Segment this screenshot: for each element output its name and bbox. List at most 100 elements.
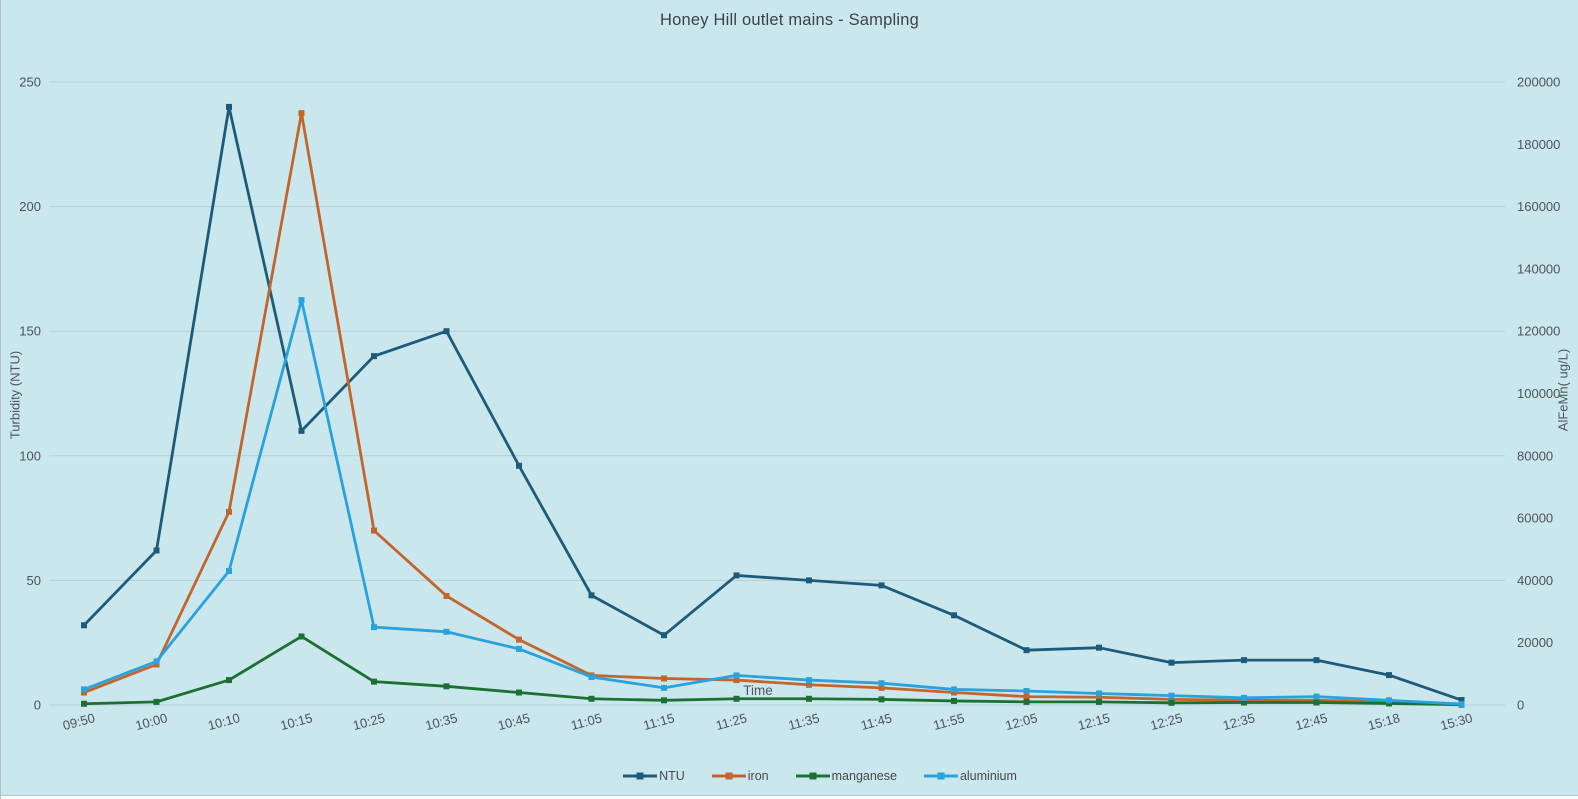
left-axis-tick-label: 100 bbox=[19, 448, 41, 463]
series-marker-aluminium[interactable] bbox=[443, 628, 450, 635]
series-marker-aluminium[interactable] bbox=[153, 658, 160, 665]
series-marker-manganese[interactable] bbox=[81, 700, 87, 707]
series-marker-manganese[interactable] bbox=[1241, 699, 1247, 706]
series-marker-aluminium[interactable] bbox=[226, 568, 232, 575]
x-axis-tick-label: 11:05 bbox=[569, 710, 603, 733]
series-marker-manganese[interactable] bbox=[226, 677, 232, 684]
series-marker-NTU[interactable] bbox=[226, 103, 232, 110]
series-line-iron[interactable] bbox=[82, 111, 1463, 706]
x-axis-tick-label: 11:15 bbox=[642, 710, 676, 733]
series-marker-iron[interactable] bbox=[1023, 693, 1030, 700]
x-axis-tick-label: 12:15 bbox=[1076, 710, 1111, 733]
series-marker-NTU[interactable] bbox=[1168, 659, 1175, 666]
series-line-aluminium[interactable] bbox=[82, 298, 1463, 706]
series-marker-aluminium[interactable] bbox=[661, 684, 667, 691]
series-marker-NTU[interactable] bbox=[1096, 644, 1102, 651]
series-marker-manganese[interactable] bbox=[1096, 698, 1102, 705]
series-marker-NTU[interactable] bbox=[806, 577, 812, 584]
series-marker-manganese[interactable] bbox=[588, 695, 595, 702]
series-marker-aluminium[interactable] bbox=[298, 297, 305, 304]
legend-item-manganese[interactable]: manganese bbox=[795, 769, 897, 783]
series-marker-NTU[interactable] bbox=[81, 622, 87, 629]
left-axis-tick-label: 250 bbox=[19, 75, 41, 90]
right-axis-tick-label: 180000 bbox=[1517, 137, 1560, 152]
series-marker-NTU[interactable] bbox=[1023, 647, 1030, 654]
series-marker-iron[interactable] bbox=[806, 681, 812, 688]
series-marker-manganese[interactable] bbox=[516, 689, 522, 696]
series-marker-NTU[interactable] bbox=[951, 612, 957, 619]
series-marker-NTU[interactable] bbox=[371, 353, 377, 360]
series-marker-aluminium[interactable] bbox=[516, 645, 522, 652]
legend-item-aluminium[interactable]: aluminium bbox=[923, 769, 1017, 783]
x-axis-tick-label: 11:55 bbox=[932, 710, 966, 733]
series-marker-manganese[interactable] bbox=[1168, 699, 1175, 706]
series-marker-aluminium[interactable] bbox=[1168, 692, 1175, 699]
series-marker-iron[interactable] bbox=[153, 661, 160, 668]
right-axis-tick-label: 140000 bbox=[1517, 261, 1560, 276]
series-marker-aluminium[interactable] bbox=[81, 686, 87, 693]
series-marker-manganese[interactable] bbox=[1023, 698, 1030, 705]
series-marker-manganese[interactable] bbox=[298, 633, 305, 640]
series-line-manganese[interactable] bbox=[82, 635, 1463, 707]
series-line-NTU[interactable] bbox=[82, 105, 1463, 702]
series-marker-manganese[interactable] bbox=[661, 697, 667, 704]
series-marker-NTU[interactable] bbox=[516, 462, 522, 469]
series-marker-NTU[interactable] bbox=[1313, 657, 1320, 664]
series-marker-NTU[interactable] bbox=[588, 592, 595, 599]
series-marker-NTU[interactable] bbox=[661, 632, 667, 639]
series-marker-NTU[interactable] bbox=[153, 547, 160, 554]
series-marker-aluminium[interactable] bbox=[733, 672, 740, 679]
x-axis-tick-label: 11:35 bbox=[787, 710, 821, 733]
series-marker-NTU[interactable] bbox=[298, 427, 305, 434]
series-marker-iron[interactable] bbox=[371, 527, 377, 534]
x-axis-tick-label: 10:00 bbox=[134, 710, 169, 733]
left-axis-tick-label: 200 bbox=[19, 199, 41, 214]
series-marker-manganese[interactable] bbox=[806, 695, 812, 702]
series-marker-aluminium[interactable] bbox=[1241, 694, 1247, 701]
series-marker-NTU[interactable] bbox=[1458, 697, 1465, 704]
series-marker-NTU[interactable] bbox=[878, 582, 885, 589]
series-marker-iron[interactable] bbox=[298, 110, 305, 117]
series-marker-aluminium[interactable] bbox=[1313, 693, 1320, 700]
series-marker-manganese[interactable] bbox=[878, 696, 885, 703]
series-marker-NTU[interactable] bbox=[1386, 672, 1392, 679]
series-marker-manganese[interactable] bbox=[1313, 699, 1320, 706]
series-marker-aluminium[interactable] bbox=[588, 673, 595, 680]
series-marker-aluminium[interactable] bbox=[1386, 697, 1392, 704]
series-marker-aluminium[interactable] bbox=[1023, 687, 1030, 694]
chart-title: Honey Hill outlet mains - Sampling bbox=[660, 11, 919, 29]
series-marker-manganese[interactable] bbox=[153, 698, 160, 705]
series-marker-NTU[interactable] bbox=[1241, 657, 1247, 664]
series-marker-aluminium[interactable] bbox=[878, 680, 885, 687]
series-marker-iron[interactable] bbox=[443, 592, 450, 599]
legend-item-iron[interactable]: iron bbox=[711, 769, 769, 783]
series-marker-iron[interactable] bbox=[516, 636, 522, 643]
series-marker-manganese[interactable] bbox=[1386, 700, 1392, 707]
series-marker-aluminium[interactable] bbox=[1458, 701, 1465, 708]
series-marker-iron[interactable] bbox=[661, 675, 667, 682]
x-axis-tick-label: 11:25 bbox=[714, 710, 748, 733]
series-marker-manganese[interactable] bbox=[733, 695, 740, 702]
series-marker-aluminium[interactable] bbox=[1096, 690, 1102, 697]
series-marker-iron[interactable] bbox=[81, 689, 87, 696]
series-marker-aluminium[interactable] bbox=[951, 686, 957, 693]
series-marker-manganese[interactable] bbox=[951, 697, 957, 704]
series-marker-NTU[interactable] bbox=[443, 328, 450, 335]
series-marker-iron[interactable] bbox=[951, 689, 957, 696]
series-marker-manganese[interactable] bbox=[443, 683, 450, 690]
series-marker-iron[interactable] bbox=[1096, 694, 1102, 701]
series-marker-iron[interactable] bbox=[733, 677, 740, 684]
series-marker-iron[interactable] bbox=[878, 684, 885, 691]
series-marker-aluminium[interactable] bbox=[806, 677, 812, 684]
legend-item-NTU[interactable]: NTU bbox=[622, 769, 685, 783]
series-marker-iron[interactable] bbox=[226, 508, 232, 515]
legend-marker-icon bbox=[711, 772, 746, 780]
series-marker-NTU[interactable] bbox=[733, 572, 740, 579]
series-marker-manganese[interactable] bbox=[371, 678, 377, 685]
x-axis-tick-label: 12:45 bbox=[1294, 710, 1329, 733]
series-marker-iron[interactable] bbox=[1168, 696, 1175, 703]
legend-marker-icon bbox=[795, 772, 830, 780]
series-marker-aluminium[interactable] bbox=[371, 624, 377, 631]
